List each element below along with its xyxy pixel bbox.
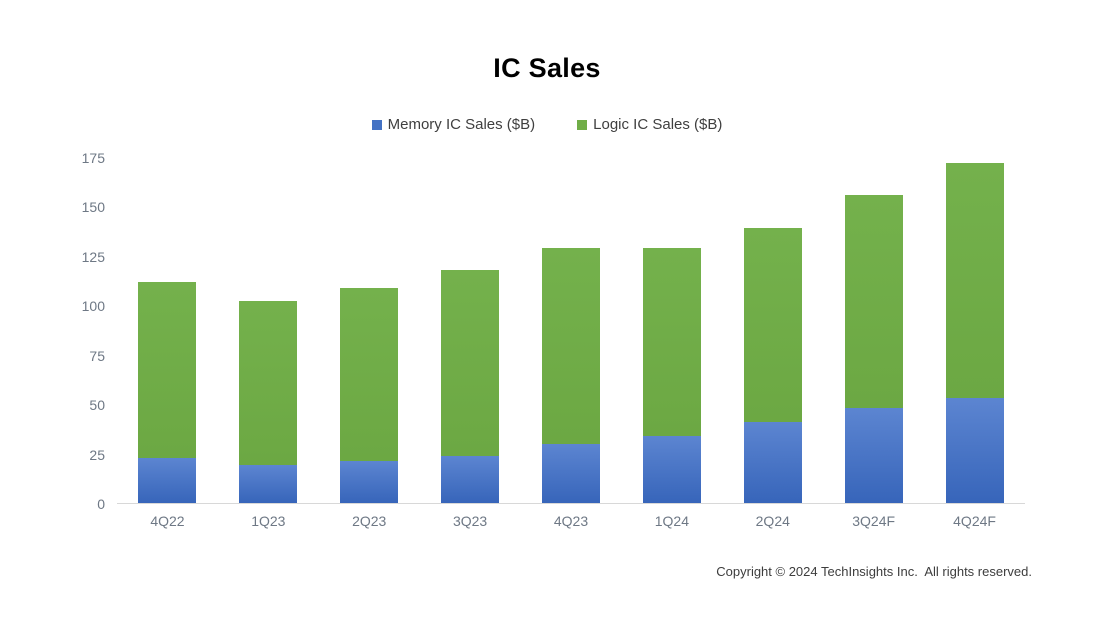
bar-stack (844, 194, 903, 503)
x-tick-label: 3Q23 (452, 513, 488, 529)
bar-column-2q23 (319, 287, 420, 503)
logic-segment (945, 162, 1004, 399)
bar-stack (239, 301, 298, 503)
x-tick-label: 4Q22 (150, 513, 185, 529)
y-tick-label: 50 (89, 397, 105, 414)
y-tick-label: 75 (89, 347, 105, 364)
y-tick-label: 0 (97, 496, 105, 512)
y-tick-label: 150 (81, 199, 105, 216)
logic-segment (441, 269, 500, 456)
x-tick-label: 4Q24F (953, 513, 996, 529)
memory-segment (541, 443, 600, 503)
logic-segment (541, 247, 600, 444)
x-tick-label: 4Q23 (553, 513, 589, 529)
bar-column-3q23 (420, 269, 521, 503)
plot-area (117, 158, 1025, 504)
x-tick-label: 3Q24F (852, 513, 896, 529)
x-tick-label: 2Q23 (352, 513, 387, 529)
bar-stack (642, 247, 701, 503)
bar-column-4q23 (521, 247, 622, 503)
logic-segment (138, 281, 197, 458)
legend-label-logic: Logic IC Sales ($B) (593, 116, 723, 133)
bar-column-2q24 (722, 228, 823, 503)
bar-stack (138, 281, 197, 503)
logic-series-swatch-icon (577, 119, 588, 130)
memory-series-swatch-icon (371, 119, 382, 130)
bar-stack (541, 247, 600, 503)
bar-stack (743, 228, 802, 503)
memory-segment (945, 398, 1004, 503)
bar-column-3q24f (823, 194, 924, 503)
bar-stack (340, 287, 399, 503)
legend-item-memory: Memory IC Sales ($B) (371, 116, 536, 133)
memory-segment (138, 457, 197, 503)
x-tick-label: 2Q24 (755, 513, 790, 529)
logic-segment (642, 247, 701, 436)
memory-segment (441, 455, 500, 503)
y-tick-label: 100 (81, 298, 105, 315)
logic-segment (239, 301, 298, 466)
y-tick-label: 125 (81, 248, 105, 265)
y-tick-label: 25 (89, 446, 105, 463)
x-tick-label: 1Q23 (251, 513, 286, 529)
bar-column-1q24 (621, 247, 722, 503)
bar-column-4q22 (117, 281, 218, 503)
bar-column-4q24f (924, 162, 1025, 503)
x-tick-label: 1Q24 (654, 513, 689, 529)
bar-stack (945, 162, 1004, 503)
legend-item-logic: Logic IC Sales ($B) (577, 116, 722, 133)
memory-segment (239, 465, 298, 503)
bar-column-1q23 (218, 301, 319, 503)
logic-segment (340, 287, 399, 462)
copyright-notice: Copyright © 2024 TechInsights Inc. All r… (716, 564, 1032, 579)
y-tick-label: 175 (81, 150, 105, 166)
logic-segment (743, 228, 802, 422)
bar-stack (441, 269, 500, 503)
memory-segment (743, 421, 802, 503)
legend: Memory IC Sales ($B) Logic IC Sales ($B) (0, 116, 1094, 133)
memory-segment (844, 408, 903, 503)
chart-title: IC Sales (493, 53, 601, 83)
logic-segment (844, 194, 903, 409)
memory-segment (642, 435, 701, 503)
legend-label-memory: Memory IC Sales ($B) (387, 116, 536, 133)
memory-segment (340, 461, 399, 503)
